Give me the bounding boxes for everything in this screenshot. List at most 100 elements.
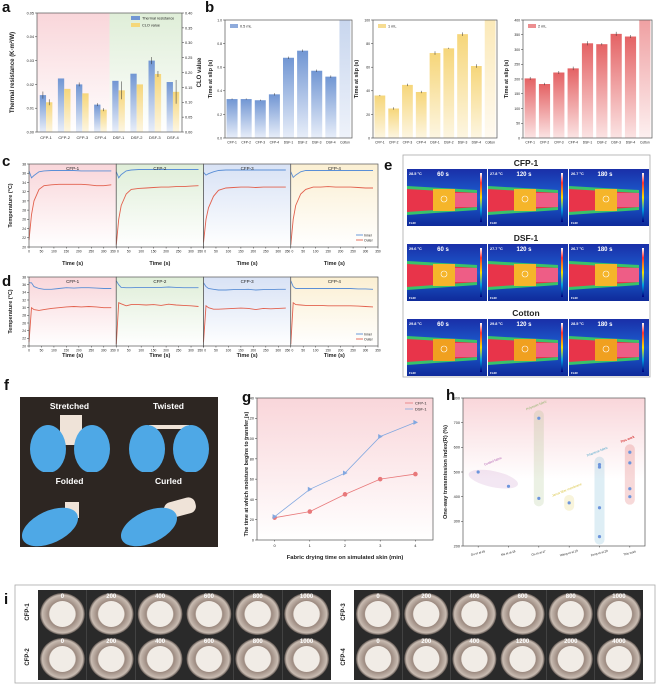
subplot-background xyxy=(203,277,291,346)
color-scale-bar xyxy=(480,248,482,297)
flir-logo: FLIR xyxy=(490,296,497,300)
x-tick-label: 0 xyxy=(204,250,206,254)
data-point xyxy=(628,487,632,491)
subplot-background xyxy=(290,164,378,247)
bar xyxy=(610,33,622,138)
x-tick-label: DSF-1 xyxy=(113,135,125,140)
flexibility-photo xyxy=(119,397,218,473)
cycle-count: 200 xyxy=(421,594,432,600)
x-tick-label: Ou et al.17 xyxy=(531,549,547,557)
x-tick-label: 50 xyxy=(301,349,305,353)
thermal-row-title: CFP-1 xyxy=(514,158,539,168)
x-tick-label: DSF-1 xyxy=(284,141,294,145)
y-tick-label: 0.25 xyxy=(185,56,192,60)
x-tick-label: 250 xyxy=(350,349,356,353)
x-tick-label: 250 xyxy=(89,250,95,254)
bar-thermal-resistance xyxy=(94,104,101,132)
group-highlight xyxy=(533,410,544,507)
x-tick-label: 300 xyxy=(101,349,107,353)
y-tick-label: 0.05 xyxy=(185,116,192,120)
y-tick-label: 0.2 xyxy=(217,113,222,117)
sample-label: CFP-4 xyxy=(341,648,347,666)
y-tick-label: 26 xyxy=(22,321,26,325)
bar xyxy=(226,99,238,138)
x-tick-label: CFP-3 xyxy=(256,141,266,145)
y-tick-label: 40 xyxy=(366,89,370,93)
y-tick-label: 50 xyxy=(516,122,520,126)
y-tick-label: 0.10 xyxy=(185,101,192,105)
x-axis-label: Time (s) xyxy=(62,353,83,359)
legend-swatch xyxy=(131,16,140,20)
legend-label: DSF-1 xyxy=(415,407,427,412)
x-axis-label: Time (s) xyxy=(237,353,258,359)
flir-logo: FLIR xyxy=(409,221,416,225)
y-tick-label: 0 xyxy=(368,136,370,140)
y-tick-label: 20 xyxy=(366,113,370,117)
y-tick-label: 300 xyxy=(454,520,460,524)
y-tick-label: 0.00 xyxy=(185,130,192,134)
cycle-count: 200 xyxy=(106,594,117,600)
cycle-count: 0 xyxy=(376,594,380,600)
time-label: 120 s xyxy=(516,172,532,178)
inner-temperature-line xyxy=(29,282,112,290)
subplot-title: CFP-4 xyxy=(328,279,341,284)
x-tick-label: 0 xyxy=(28,250,30,254)
x-tick-label: 0 xyxy=(204,349,206,353)
cycle-count: 1000 xyxy=(612,594,626,600)
x-tick-label: CFP-3 xyxy=(554,141,564,145)
photo-label: Stretched xyxy=(50,401,89,411)
panel-letter-g: g xyxy=(242,389,251,406)
x-tick-label: 50 xyxy=(214,250,218,254)
legend-label: 2 mL xyxy=(538,25,546,29)
arm-highlight xyxy=(615,193,639,207)
x-tick-label: CFP-2 xyxy=(389,141,399,145)
sample-label: CFP-3 xyxy=(341,603,347,621)
group-highlight xyxy=(594,456,605,545)
data-point xyxy=(597,465,602,469)
group-label: Coated fabric xyxy=(483,456,502,467)
x-tick-label: 100 xyxy=(226,349,232,353)
bar-clo-value xyxy=(136,84,143,132)
bar xyxy=(624,36,637,138)
data-point-dsf-1 xyxy=(343,470,348,476)
x-tick-label: CFP-3 xyxy=(77,135,89,140)
x-tick-label: Zeng et al.20 xyxy=(590,549,608,557)
bar-clo-value xyxy=(46,102,53,132)
data-point-cfp-1 xyxy=(413,471,418,477)
plot-frame xyxy=(290,276,379,347)
bar xyxy=(311,70,323,138)
bar-thermal-resistance xyxy=(57,78,65,132)
y-tick-label: 350 xyxy=(514,33,520,37)
glove-right xyxy=(173,425,209,473)
cycle-count: 800 xyxy=(253,594,264,600)
x-tick-label: DSF-4 xyxy=(326,141,336,145)
legend-label: CLO value xyxy=(142,24,160,28)
x-tick-label: Cotton xyxy=(640,141,650,145)
legend-label: CFP-1 xyxy=(415,401,427,406)
y-tick-label: 0.30 xyxy=(185,41,192,45)
time-label: 180 s xyxy=(597,172,613,178)
y-tick-label: 36 xyxy=(22,283,26,287)
x-tick-label: CFP-1 xyxy=(375,141,385,145)
y-tick-label: 200 xyxy=(514,77,520,81)
data-point xyxy=(628,450,632,454)
legend-label: 1 mL xyxy=(388,25,396,29)
arm-highlight xyxy=(534,343,558,357)
y-tick-label: 20 xyxy=(22,245,26,249)
y-tick-label: 200 xyxy=(454,544,460,548)
crosshair-icon xyxy=(602,195,610,203)
cycle-count: 2000 xyxy=(564,639,578,645)
x-tick-label: DSF-4 xyxy=(167,135,179,140)
y-axis-label: One-way transmission index(R) (%) xyxy=(443,425,449,519)
panel-letter-c: c xyxy=(2,153,10,170)
x-tick-label: 200 xyxy=(338,250,344,254)
cycle-count: 400 xyxy=(155,639,166,645)
x-axis-label: Time (s) xyxy=(324,261,345,267)
bar xyxy=(567,68,579,138)
x-tick-label: 250 xyxy=(350,250,356,254)
bar xyxy=(282,57,295,139)
arm-highlight xyxy=(615,268,639,282)
y-tick-label: 36 xyxy=(22,172,26,176)
bar xyxy=(457,34,468,138)
